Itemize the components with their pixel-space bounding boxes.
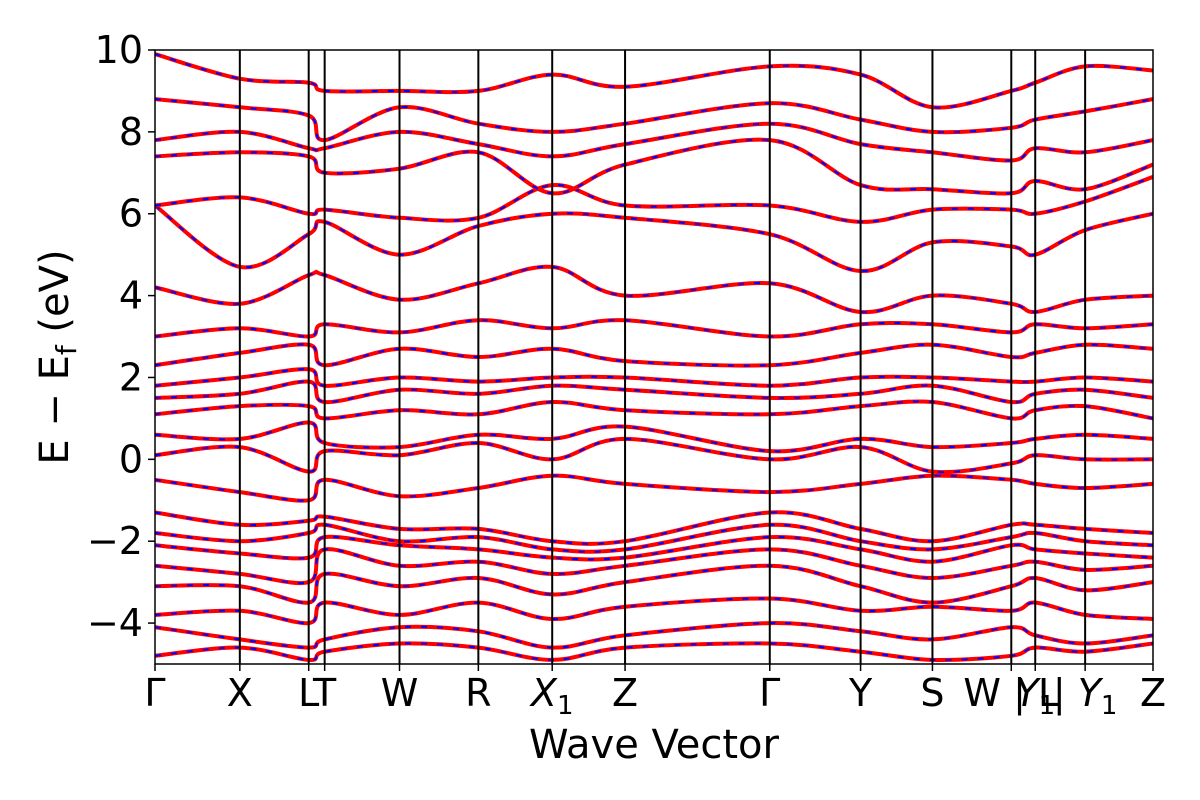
x-tick-label-7: Z: [612, 671, 638, 715]
y-axis-title-sub: f: [50, 344, 83, 355]
x-tick-label-1: X: [227, 671, 253, 715]
x-axis: Γ X LT W R X1 Z Γ Y S W | LY1| Y1 Z: [144, 664, 1166, 721]
band-line-blue-3: [155, 564, 1153, 604]
x-tick-label-14: Z: [1140, 671, 1166, 715]
kpoint-dividers: [238, 50, 1087, 664]
band-line-blue-13: [155, 368, 1153, 387]
x-tick-label-6: X1: [529, 671, 574, 721]
x-axis-title: Wave Vector: [529, 722, 780, 768]
band-line-blue-4: [155, 548, 1153, 585]
y-axis-title-main: E − E: [32, 355, 78, 465]
x-tick-label-4: W: [381, 671, 419, 715]
band-line-red-10: [155, 420, 1153, 454]
band-line-red-21: [155, 97, 1153, 143]
bands-layer: [155, 52, 1153, 663]
band-line-blue-0: [155, 642, 1153, 662]
plot-frame: [154, 49, 1154, 665]
band-line-red-22: [155, 52, 1153, 110]
band-line-blue-14: [155, 343, 1153, 367]
band-line-blue-20: [155, 122, 1153, 162]
x-tick-label-11: W | L: [963, 671, 1059, 716]
band-line-blue-16: [155, 265, 1153, 314]
band-line-blue-5: [155, 535, 1153, 563]
y-axis-title-unit: (eV): [32, 249, 78, 345]
band-line-red-14: [155, 342, 1153, 368]
band-line-red-18: [155, 175, 1153, 224]
band-line-blue-22: [155, 53, 1153, 109]
y-tick-label-0: −4: [87, 601, 143, 645]
x-tick-label-8: Γ: [759, 671, 780, 715]
x-tick-label-9: Y: [848, 671, 873, 715]
band-line-blue-12: [155, 380, 1153, 404]
x-tick-label-5: R: [465, 671, 491, 715]
y-axis: −4 −2 0 2 4 6 8 10: [87, 28, 155, 645]
x-tick-label-2: L: [298, 671, 319, 715]
band-line-red-17: [155, 203, 1153, 274]
y-tick-label-7: 10: [95, 28, 143, 72]
y-tick-label-6: 8: [119, 110, 143, 154]
y-tick-label-2: 0: [119, 437, 143, 481]
x-tick-label-0: Γ: [144, 671, 165, 715]
band-line-blue-8: [155, 474, 1153, 502]
x-tick-label-12: Y1: [1015, 671, 1055, 721]
y-tick-label-3: 2: [119, 355, 143, 399]
x-tick-label-10: S: [920, 671, 944, 715]
y-tick-label-5: 6: [119, 192, 143, 236]
x-tick-label-13: | Y1: [1053, 671, 1118, 721]
band-line-blue-6: [155, 523, 1153, 553]
y-tick-label-4: 4: [119, 274, 143, 318]
band-line-red-11: [155, 399, 1153, 421]
band-line-red-15: [155, 318, 1153, 339]
band-line-blue-1: [155, 622, 1153, 649]
band-line-blue-11: [155, 400, 1153, 420]
x-tick-label-3: T: [312, 671, 337, 715]
band-line-red-16: [155, 264, 1153, 315]
y-tick-label-1: −2: [87, 519, 143, 563]
band-line-blue-10: [155, 421, 1153, 453]
band-line-blue-2: [155, 597, 1153, 625]
band-line-blue-18: [155, 175, 1153, 223]
y-axis-title: E − Ef (eV): [32, 249, 83, 464]
band-line-blue-7: [155, 511, 1153, 545]
